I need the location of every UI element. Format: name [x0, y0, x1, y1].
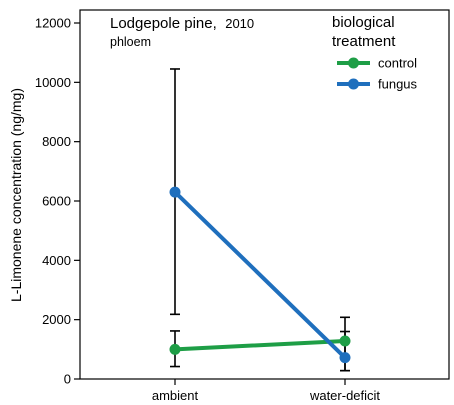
- data-point-control: [339, 335, 351, 347]
- legend-label-control: control: [378, 56, 417, 71]
- error-bars: [170, 68, 350, 372]
- data-point-fungus: [169, 186, 181, 198]
- y-tick-label: 12000: [35, 16, 71, 31]
- legend-swatch-point-fungus: [348, 78, 359, 90]
- chart-subtitle: phloem: [110, 35, 151, 49]
- data-point-fungus: [339, 352, 351, 364]
- plot-frame: [79, 9, 450, 380]
- y-axis-label: L-Limonene concentration (ng/mg): [8, 88, 24, 302]
- legend-items: control fungus: [337, 56, 418, 92]
- x-tick-label: water-deficit: [309, 388, 380, 403]
- y-tick-label: 4000: [42, 253, 71, 268]
- chart-title-year: 2010: [225, 16, 254, 31]
- y-axis: 0 2000 4000 6000 8000 10000 12000: [35, 16, 80, 387]
- legend: biological treatment control fungus: [332, 14, 418, 92]
- y-tick-label: 6000: [42, 194, 71, 209]
- series-points: [169, 186, 351, 364]
- x-axis: ambient water-deficit: [152, 379, 380, 403]
- chart-title-text: Lodgepole pine,: [110, 15, 217, 32]
- legend-swatch-point-control: [348, 57, 359, 69]
- legend-title-line1: biological: [332, 14, 395, 31]
- y-tick-label: 2000: [42, 312, 71, 327]
- chart-title: Lodgepole pine, 2010: [110, 15, 254, 32]
- y-tick-label: 0: [64, 372, 71, 387]
- series-line-fungus: [173, 190, 347, 360]
- legend-label-fungus: fungus: [378, 77, 418, 92]
- y-tick-label: 10000: [35, 75, 71, 90]
- series-lines: [173, 190, 347, 360]
- legend-title-line2: treatment: [332, 33, 396, 50]
- data-point-control: [169, 343, 181, 355]
- series-line-control: [173, 339, 347, 352]
- x-tick-label: ambient: [152, 388, 199, 403]
- y-tick-label: 8000: [42, 134, 71, 149]
